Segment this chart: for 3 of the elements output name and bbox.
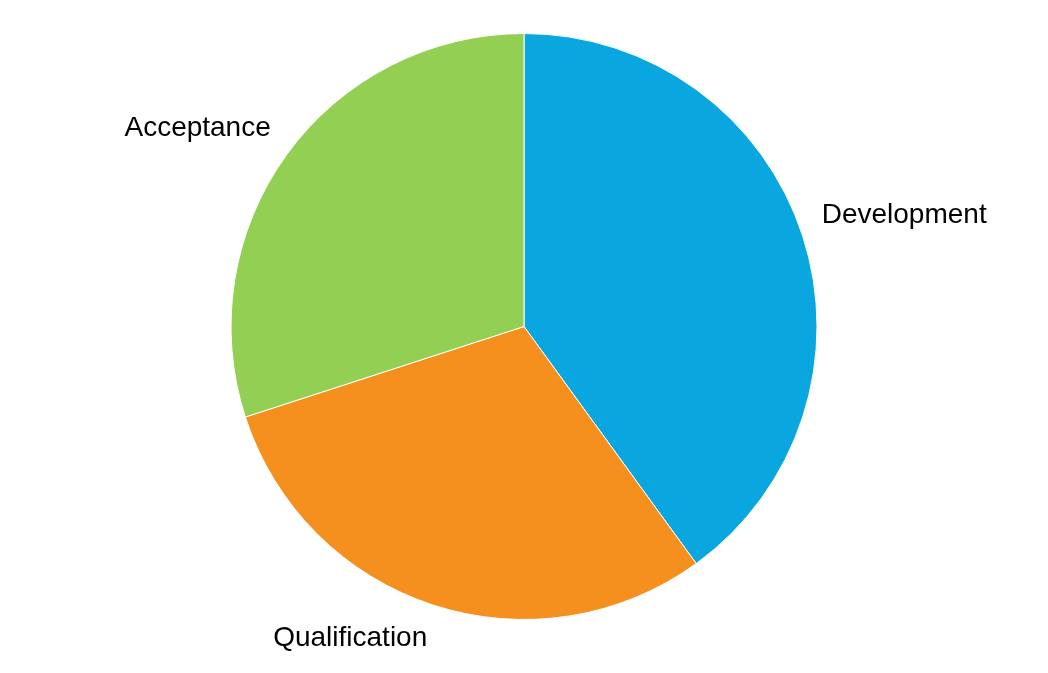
slice-label: Qualification bbox=[273, 620, 428, 652]
slice-label: Development bbox=[821, 198, 987, 230]
slice-label: Acceptance bbox=[124, 111, 271, 143]
